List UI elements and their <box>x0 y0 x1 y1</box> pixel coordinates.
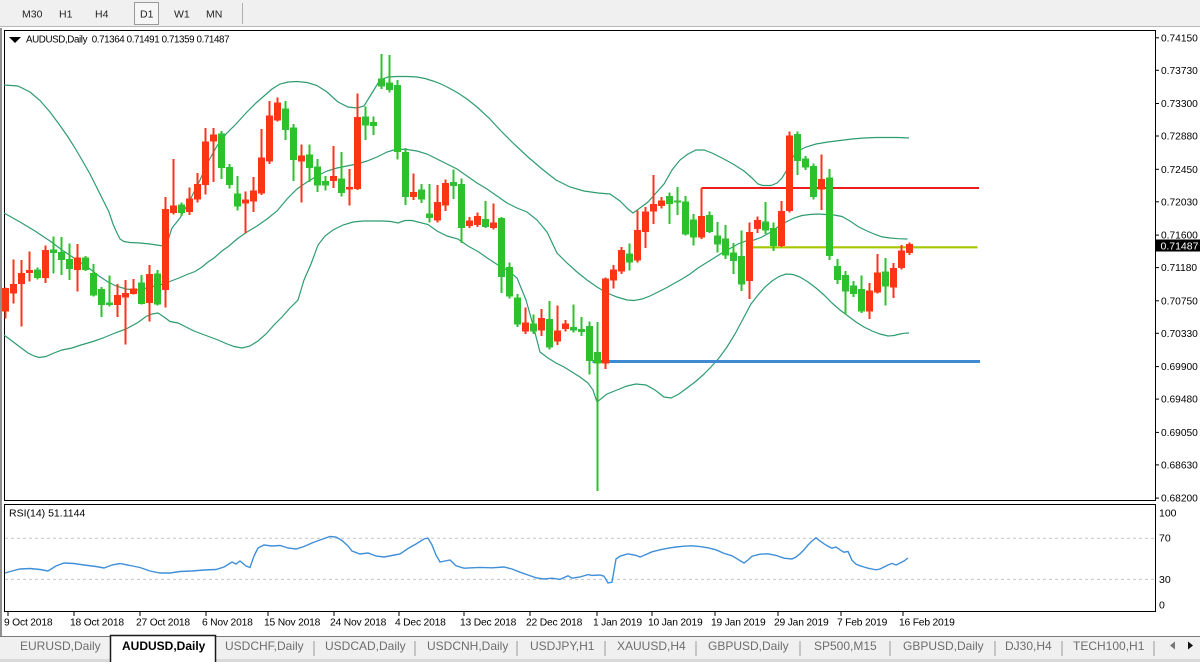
svg-text:MN: MN <box>206 9 222 21</box>
svg-text:13 Dec 2018: 13 Dec 2018 <box>460 618 517 629</box>
svg-text:W1: W1 <box>174 9 190 21</box>
svg-text:16 Feb 2019: 16 Feb 2019 <box>899 618 955 629</box>
svg-text:0.72030: 0.72030 <box>1161 197 1198 208</box>
svg-text:DJ30,H4: DJ30,H4 <box>1005 639 1052 653</box>
svg-text:0.69050: 0.69050 <box>1161 428 1198 439</box>
svg-text:USDCNH,Daily: USDCNH,Daily <box>427 639 508 653</box>
svg-text:XAUUSD,H4: XAUUSD,H4 <box>617 639 686 653</box>
svg-text:0.71180: 0.71180 <box>1161 263 1197 274</box>
svg-text:H4: H4 <box>95 9 109 21</box>
svg-text:0.70750: 0.70750 <box>1161 296 1198 307</box>
svg-text:RSI(14) 51.1144: RSI(14) 51.1144 <box>9 508 85 520</box>
svg-text:19 Jan 2019: 19 Jan 2019 <box>711 618 766 629</box>
svg-text:USDJPY,H1: USDJPY,H1 <box>530 639 595 653</box>
svg-text:4 Dec 2018: 4 Dec 2018 <box>395 618 446 629</box>
svg-text:0.71487: 0.71487 <box>1161 240 1199 252</box>
svg-text:SP500,M15: SP500,M15 <box>814 639 877 653</box>
svg-text:D1: D1 <box>140 9 154 21</box>
svg-text:USDCAD,Daily: USDCAD,Daily <box>325 639 406 653</box>
svg-text:0.68200: 0.68200 <box>1161 494 1198 505</box>
svg-text:15 Nov 2018: 15 Nov 2018 <box>264 618 321 629</box>
svg-text:0.69480: 0.69480 <box>1161 395 1198 406</box>
svg-text:22 Dec 2018: 22 Dec 2018 <box>526 618 583 629</box>
svg-text:1 Jan 2019: 1 Jan 2019 <box>593 618 642 629</box>
svg-text:AUDUSD,Daily 0.71364 0.71491: AUDUSD,Daily 0.71364 0.71491 0.71359 0.7… <box>26 35 229 46</box>
svg-text:0.71600: 0.71600 <box>1161 231 1198 242</box>
svg-text:10 Jan 2019: 10 Jan 2019 <box>648 618 703 629</box>
svg-text:0.72450: 0.72450 <box>1161 165 1198 176</box>
svg-text:18 Oct 2018: 18 Oct 2018 <box>70 618 124 629</box>
svg-text:0.69900: 0.69900 <box>1161 362 1198 373</box>
svg-text:100: 100 <box>1159 508 1177 520</box>
svg-text:M30: M30 <box>22 9 43 21</box>
svg-text:GBPUSD,Daily: GBPUSD,Daily <box>708 639 789 653</box>
svg-text:24 Nov 2018: 24 Nov 2018 <box>330 618 387 629</box>
svg-text:GBPUSD,Daily: GBPUSD,Daily <box>903 639 984 653</box>
svg-text:H1: H1 <box>59 9 73 21</box>
svg-text:0.70330: 0.70330 <box>1161 329 1198 340</box>
svg-text:0.74150: 0.74150 <box>1161 33 1198 44</box>
svg-text:70: 70 <box>1159 533 1171 545</box>
svg-text:6 Nov 2018: 6 Nov 2018 <box>202 618 253 629</box>
svg-text:7 Feb 2019: 7 Feb 2019 <box>837 618 888 629</box>
svg-text:0.68630: 0.68630 <box>1161 460 1198 471</box>
svg-text:AUDUSD,Daily: AUDUSD,Daily <box>122 639 206 653</box>
svg-text:0.73730: 0.73730 <box>1161 66 1198 77</box>
svg-text:0.73300: 0.73300 <box>1161 99 1198 110</box>
svg-text:TECH100,H1: TECH100,H1 <box>1073 639 1145 653</box>
svg-text:0.72880: 0.72880 <box>1161 132 1198 143</box>
svg-text:30: 30 <box>1159 574 1171 586</box>
svg-text:27 Oct 2018: 27 Oct 2018 <box>136 618 190 629</box>
svg-text:0: 0 <box>1159 600 1165 612</box>
svg-text:EURUSD,Daily: EURUSD,Daily <box>20 639 101 653</box>
svg-text:9 Oct 2018: 9 Oct 2018 <box>4 618 53 629</box>
svg-text:USDCHF,Daily: USDCHF,Daily <box>225 639 304 653</box>
svg-text:29 Jan 2019: 29 Jan 2019 <box>774 618 829 629</box>
